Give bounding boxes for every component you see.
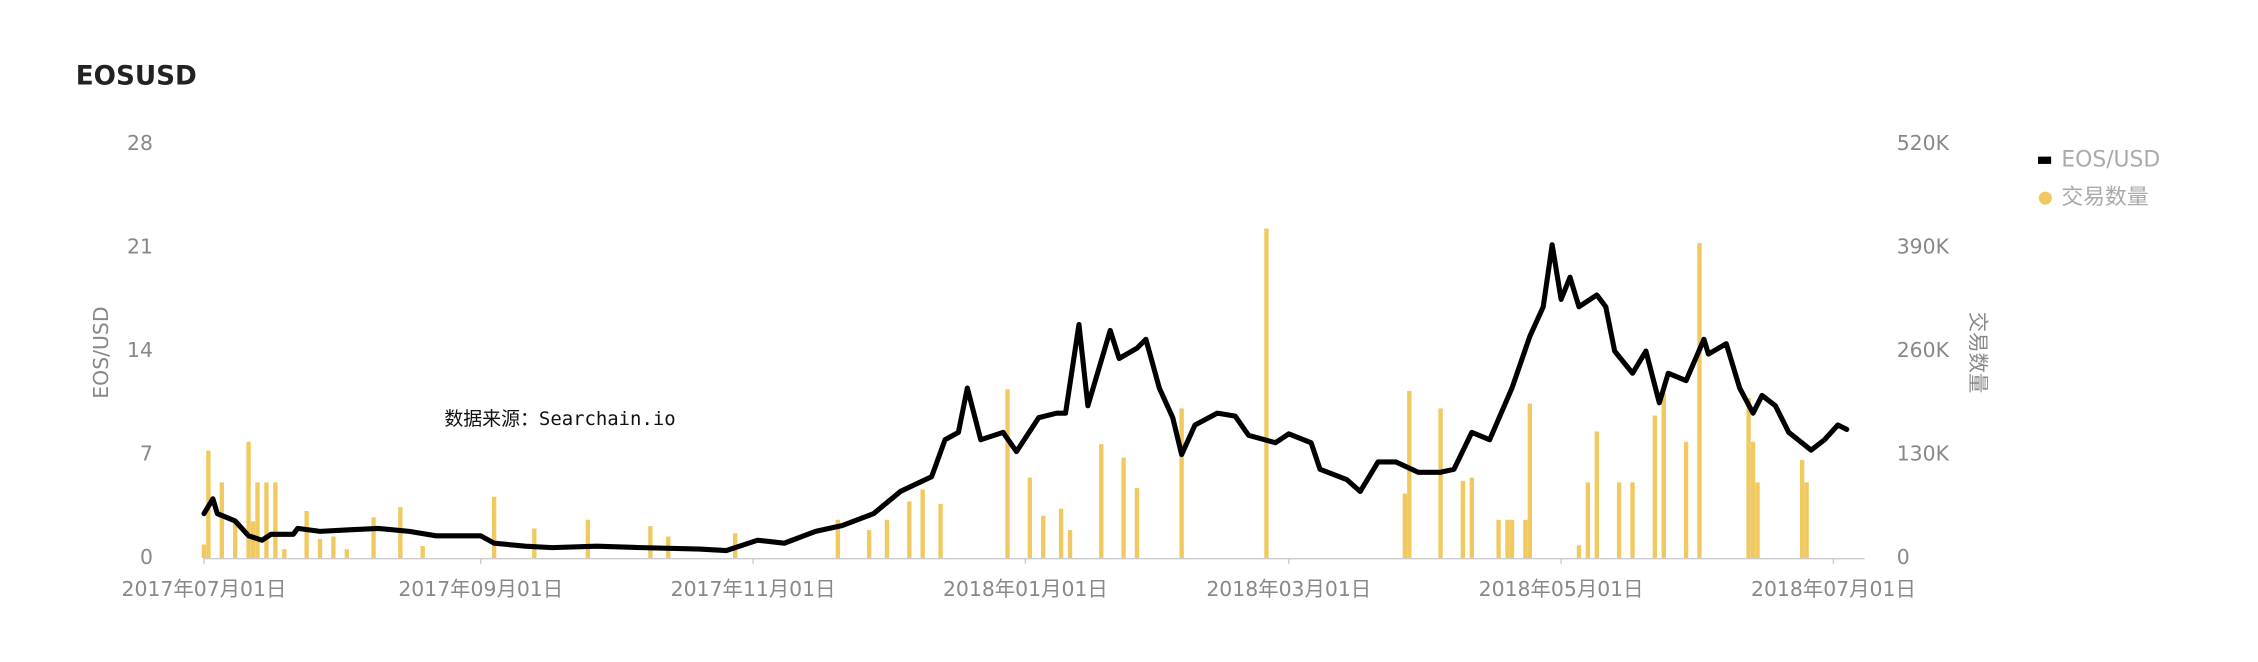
y2-tick-label: 520K — [1897, 131, 1950, 155]
legend-label: 交易数量 — [2061, 185, 2148, 210]
price-line — [201, 242, 1850, 554]
volume-bar — [1460, 480, 1466, 558]
volume-bar — [1799, 460, 1805, 558]
volume-bar — [1683, 441, 1689, 558]
x-tick-label: 2017年09月01日 — [398, 577, 563, 601]
x-tick-label: 2018年07月01日 — [1751, 577, 1916, 601]
y2-tick-label: 260K — [1897, 338, 1950, 362]
volume-bar — [1179, 408, 1184, 558]
volume-bar — [1661, 393, 1666, 558]
x-tick-label: 2018年01月01日 — [943, 577, 1108, 601]
x-tick-label: 2017年07月01日 — [122, 577, 287, 601]
volume-bar — [1804, 482, 1809, 558]
y-tick-label: 21 — [127, 235, 153, 259]
volume-bar — [1616, 482, 1622, 558]
y2-tick-label: 0 — [1897, 545, 1910, 569]
volume-bar — [1496, 519, 1501, 558]
annotation: 数据来源：Searchain.io — [444, 408, 675, 430]
volume-bar — [1527, 403, 1533, 558]
volume-bar — [884, 519, 890, 558]
volume-bar — [201, 544, 207, 558]
volume-bar — [1099, 444, 1104, 558]
volume-bar — [1594, 431, 1599, 558]
volume-bar — [219, 482, 224, 558]
volume-bar — [1755, 482, 1760, 558]
volume-bar — [1746, 398, 1751, 558]
y-tick-label: 14 — [127, 338, 153, 362]
y2-axis-label: 交易数量 — [1966, 312, 1990, 394]
volume-bar — [532, 528, 537, 558]
volume-bar — [920, 489, 925, 558]
volume-bar — [282, 549, 287, 558]
volume-bar — [344, 549, 349, 558]
volume-bar — [1121, 457, 1126, 558]
volume-bar — [1509, 519, 1515, 558]
volume-bar — [1402, 493, 1408, 558]
volume-bar — [255, 482, 260, 558]
y2-tick-label: 390K — [1897, 235, 1950, 259]
volume-bar — [648, 526, 653, 558]
y-axis-label: EOS/USD — [89, 306, 113, 398]
volume-bar — [1652, 415, 1658, 558]
volume-bar — [1505, 519, 1510, 558]
legend-swatch — [2038, 191, 2052, 205]
volume-bar — [1058, 508, 1064, 558]
y-tick-label: 28 — [127, 131, 153, 155]
volume-bar — [1027, 477, 1033, 558]
volume-bar — [835, 519, 841, 558]
volume-bar — [585, 519, 591, 558]
volume-bar — [1264, 228, 1269, 558]
volume-bar — [1630, 482, 1635, 558]
volume-bar — [304, 511, 309, 558]
volume-bar — [1469, 477, 1474, 558]
y-tick-label: 7 — [140, 442, 153, 466]
volume-bar — [866, 530, 872, 558]
volume-bar — [1407, 390, 1412, 558]
volume-bar — [1585, 482, 1591, 558]
y-tick-label: 0 — [140, 545, 153, 569]
x-tick-label: 2018年05月01日 — [1479, 577, 1644, 601]
volume-bar — [371, 517, 376, 558]
volume-bar — [264, 482, 269, 558]
volume-bar — [907, 501, 912, 558]
volume-bar — [420, 546, 425, 558]
volume-bar — [1523, 519, 1528, 558]
x-tick-label: 2018年03月01日 — [1206, 577, 1371, 601]
volume-bar — [331, 536, 336, 558]
volume-bar — [491, 496, 497, 558]
volume-bar — [938, 503, 943, 558]
volume-bar — [1697, 242, 1702, 558]
volume-bar — [317, 538, 323, 558]
x-tick-label: 2017年11月01日 — [671, 577, 836, 601]
legend-label: EOS/USD — [2061, 147, 2160, 172]
volume-bar — [1041, 515, 1046, 558]
volume-bar — [1576, 545, 1582, 558]
legend-swatch — [2038, 156, 2052, 164]
volume-bar — [1067, 530, 1073, 558]
volume-bar — [1134, 487, 1140, 558]
chart-title: EOSUSD — [76, 62, 197, 92]
volume-bar — [233, 519, 238, 558]
y2-tick-label: 130K — [1897, 442, 1950, 466]
volume-bar — [1438, 408, 1443, 558]
volume-bar — [246, 441, 251, 558]
volume-bar — [1005, 389, 1010, 558]
volume-bar — [273, 482, 278, 558]
volume-bar — [1750, 441, 1756, 558]
